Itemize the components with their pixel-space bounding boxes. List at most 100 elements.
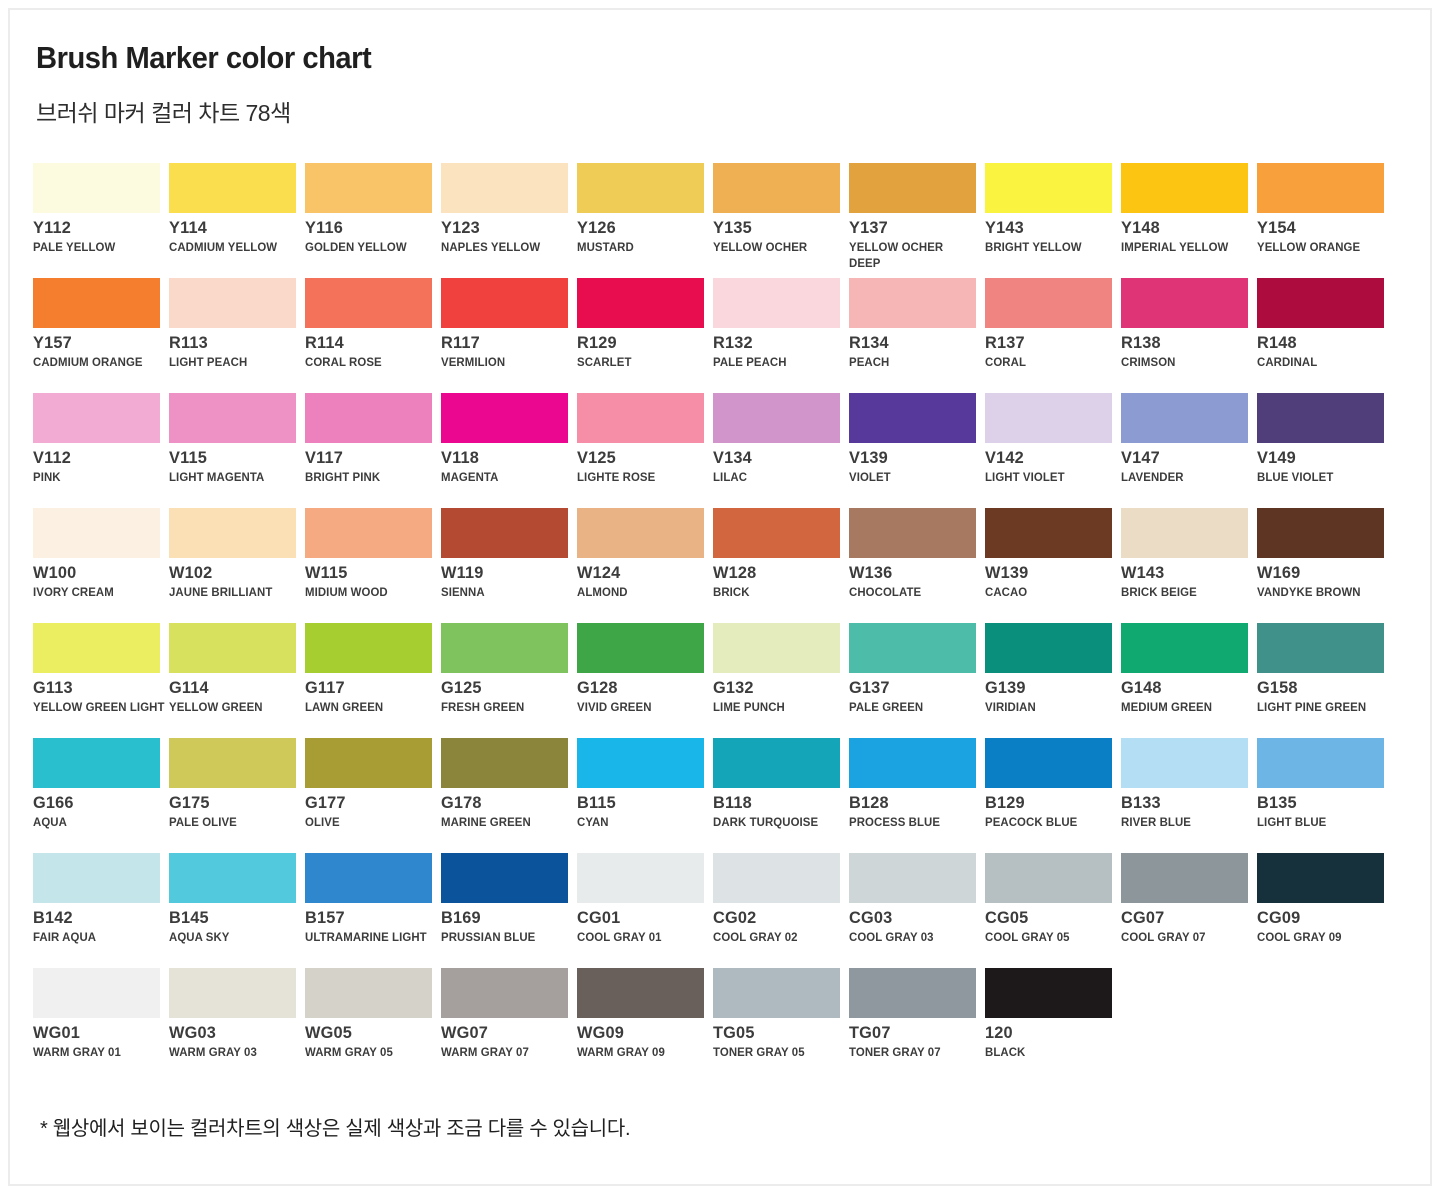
- swatch-cell: V139 VIOLET: [849, 393, 985, 508]
- swatch-name: BRICK: [713, 585, 750, 599]
- swatch-name: VANDYKE BROWN: [1257, 585, 1361, 599]
- swatch-code: V149: [1257, 448, 1296, 467]
- swatch-code: G178: [441, 793, 482, 812]
- swatch-name: COOL GRAY 05: [985, 930, 1070, 944]
- swatch-name: BRICK BEIGE: [1121, 585, 1197, 599]
- swatch-color: [1121, 163, 1248, 213]
- swatch-cell: V118 MAGENTA: [441, 393, 577, 508]
- swatch-code: V118: [441, 448, 479, 467]
- swatch-code: G166: [33, 793, 74, 812]
- swatch-code: CG01: [577, 908, 621, 927]
- swatch-name: TONER GRAY 07: [849, 1045, 941, 1059]
- swatch-name: TONER GRAY 05: [713, 1045, 805, 1059]
- swatch-color: [305, 508, 432, 558]
- swatch-code: W169: [1257, 563, 1301, 582]
- swatch-cell: W100 IVORY CREAM: [33, 508, 169, 623]
- swatch-name: VIRIDIAN: [985, 700, 1036, 714]
- swatch-name: VERMILION: [441, 355, 506, 369]
- swatch-color: [985, 623, 1112, 673]
- swatch-code: B133: [1121, 793, 1161, 812]
- swatch-cell: CG02 COOL GRAY 02: [713, 853, 849, 968]
- swatch-color: [577, 968, 704, 1018]
- swatch-code: W136: [849, 563, 893, 582]
- swatch-cell: V142 LIGHT VIOLET: [985, 393, 1121, 508]
- swatch-cell: B129 PEACOCK BLUE: [985, 738, 1121, 853]
- swatch-color: [169, 508, 296, 558]
- swatch-code: WG09: [577, 1023, 625, 1042]
- swatch-color: [849, 278, 976, 328]
- swatch-color: [849, 853, 976, 903]
- swatch-code: Y114: [169, 218, 207, 237]
- swatch-color: [305, 278, 432, 328]
- swatch-cell: CG05 COOL GRAY 05: [985, 853, 1121, 968]
- swatch-name: YELLOW OCHER: [713, 240, 808, 254]
- swatch-color: [849, 738, 976, 788]
- swatch-code: CG09: [1257, 908, 1301, 927]
- swatch-cell: Y123 NAPLES YELLOW: [441, 163, 577, 278]
- swatch-name: MIDIUM WOOD: [305, 585, 388, 599]
- swatch-cell: W128 BRICK: [713, 508, 849, 623]
- swatch-color: [577, 853, 704, 903]
- disclaimer-note: * 웹상에서 보이는 컬러차트의 색상은 실제 색상과 조금 다를 수 있습니다…: [40, 1118, 631, 1140]
- swatch-name: COOL GRAY 09: [1257, 930, 1342, 944]
- swatch-color: [985, 968, 1112, 1018]
- swatch-cell: Y137 YELLOW OCHER DEEP: [849, 163, 985, 278]
- swatch-cell: W115 MIDIUM WOOD: [305, 508, 441, 623]
- swatch-name: DARK TURQUOISE: [713, 815, 819, 829]
- swatch-code: R114: [305, 333, 344, 352]
- swatch-name: PRUSSIAN BLUE: [441, 930, 536, 944]
- swatch-code: R138: [1121, 333, 1161, 352]
- swatch-cell: G177 OLIVE: [305, 738, 441, 853]
- swatch-cell: W169 VANDYKE BROWN: [1257, 508, 1393, 623]
- swatch-color: [577, 508, 704, 558]
- swatch-color: [1257, 508, 1384, 558]
- swatch-color: [713, 278, 840, 328]
- swatch-code: G117: [305, 678, 345, 697]
- swatch-code: CG02: [713, 908, 757, 927]
- swatch-name: PINK: [33, 470, 61, 484]
- swatch-name: YELLOW GREEN: [169, 700, 263, 714]
- swatch-cell: R148 CARDINAL: [1257, 278, 1393, 393]
- swatch-color: [305, 853, 432, 903]
- swatch-cell: CG01 COOL GRAY 01: [577, 853, 713, 968]
- swatch-cell: G117 LAWN GREEN: [305, 623, 441, 738]
- swatch-name: IVORY CREAM: [33, 585, 114, 599]
- swatch-color: [441, 163, 568, 213]
- swatch-color: [305, 738, 432, 788]
- swatch-name: VIOLET: [849, 470, 891, 484]
- swatch-cell: R113 LIGHT PEACH: [169, 278, 305, 393]
- swatch-color: [577, 278, 704, 328]
- swatch-color: [1257, 853, 1384, 903]
- swatch-name: YELLOW OCHER DEEP: [849, 240, 944, 270]
- swatch-name: BRIGHT PINK: [305, 470, 381, 484]
- swatch-color: [441, 738, 568, 788]
- swatch-name: PEACH: [849, 355, 890, 369]
- swatch-name: NAPLES YELLOW: [441, 240, 541, 254]
- swatch-name: ALMOND: [577, 585, 628, 599]
- swatch-code: W143: [1121, 563, 1165, 582]
- swatch-code: W139: [985, 563, 1029, 582]
- swatch-cell: B115 CYAN: [577, 738, 713, 853]
- swatch-cell: G175 PALE OLIVE: [169, 738, 305, 853]
- swatch-color: [713, 968, 840, 1018]
- swatch-cell: W136 CHOCOLATE: [849, 508, 985, 623]
- swatch-name: WARM GRAY 07: [441, 1045, 529, 1059]
- swatch-name: BLACK: [985, 1045, 1026, 1059]
- swatch-cell: Y112 PALE YELLOW: [33, 163, 169, 278]
- swatch-name: LIME PUNCH: [713, 700, 785, 714]
- swatch-name: AQUA SKY: [169, 930, 230, 944]
- swatch-code: CG05: [985, 908, 1029, 927]
- swatch-color: [169, 738, 296, 788]
- swatch-color: [849, 163, 976, 213]
- swatch-code: W115: [305, 563, 348, 582]
- swatch-code: V134: [713, 448, 752, 467]
- swatch-name: IMPERIAL YELLOW: [1121, 240, 1229, 254]
- swatch-cell: W119 SIENNA: [441, 508, 577, 623]
- swatch-cell: CG07 COOL GRAY 07: [1121, 853, 1257, 968]
- swatch-color: [713, 163, 840, 213]
- swatch-name: COOL GRAY 02: [713, 930, 798, 944]
- swatch-code: B115: [577, 793, 616, 812]
- swatch-name: COOL GRAY 07: [1121, 930, 1206, 944]
- swatch-code: CG07: [1121, 908, 1165, 927]
- swatch-color: [849, 968, 976, 1018]
